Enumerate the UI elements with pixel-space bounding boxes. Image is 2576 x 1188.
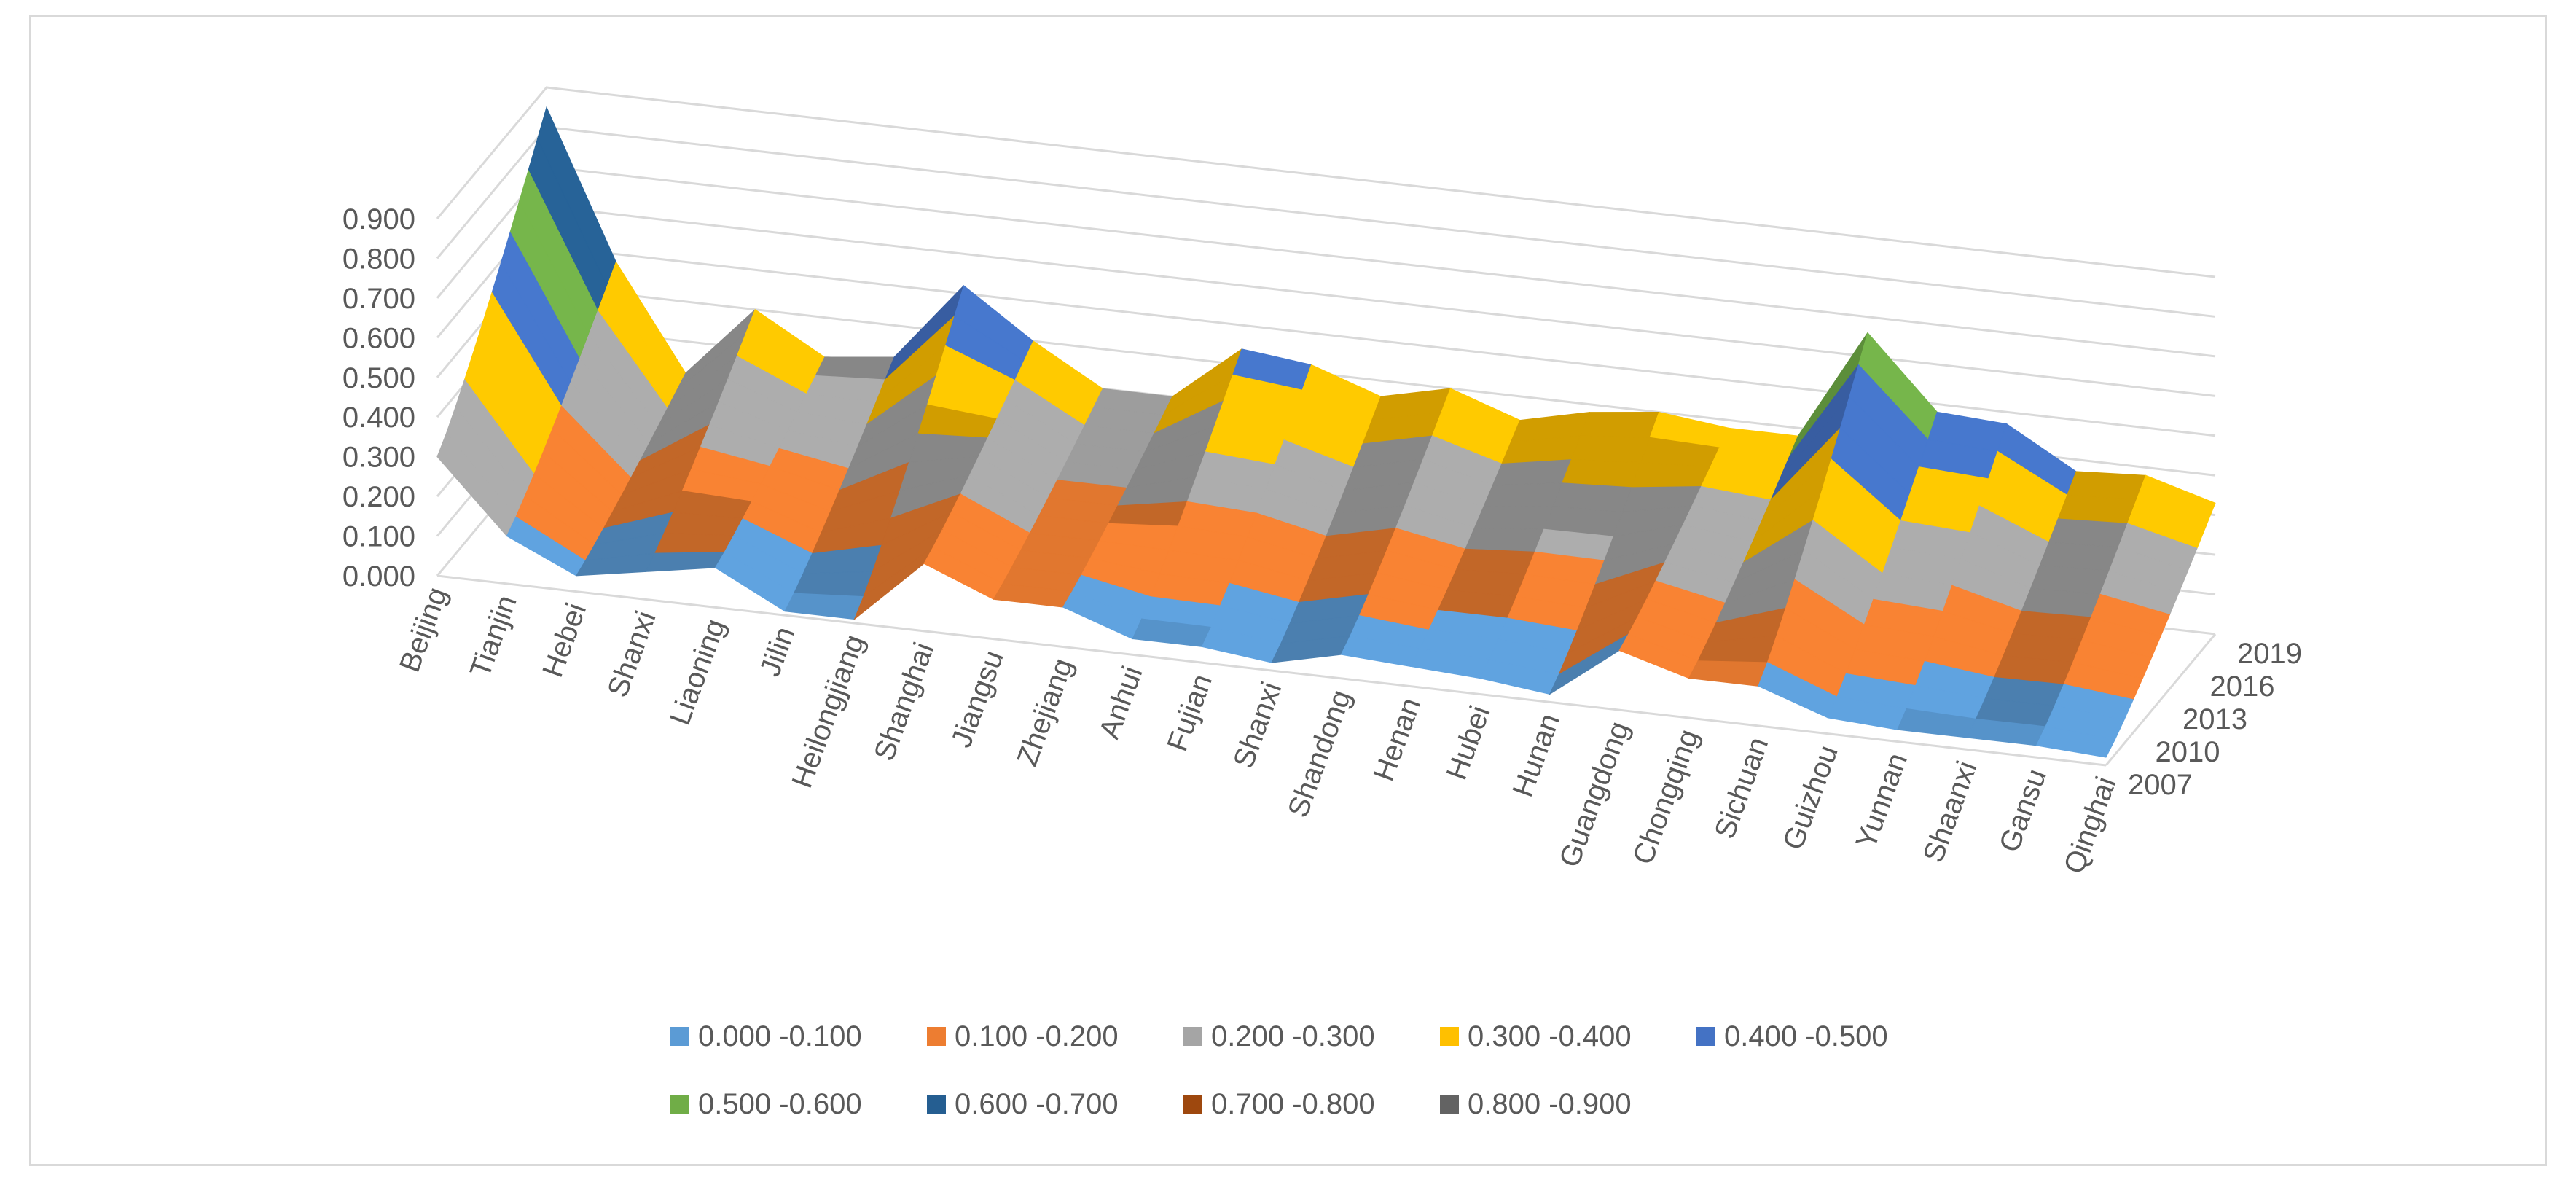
surface-cell: [645, 552, 726, 572]
surface-cell: [2066, 471, 2147, 500]
legend-swatch: [1440, 1027, 1459, 1046]
surface-cell: [1483, 482, 1563, 507]
x-tick-label: Jilin: [754, 622, 802, 681]
x-tick-label: Shaanxi: [1917, 757, 1984, 867]
x-tick-label: Sichuan: [1709, 733, 1775, 843]
z-tick-label: 0.700: [342, 283, 415, 315]
gridline: [436, 165, 2216, 358]
surface-cell: [1562, 459, 1642, 488]
x-tick-label: Heilongjiang: [786, 630, 871, 792]
y-tick-label: 2007: [2128, 769, 2193, 801]
z-axis-labels: 0.000 0.100 0.200 0.300 0.400 0.500 0.600 0.700…: [342, 203, 415, 593]
legend-label: 0.000 -0.100: [698, 1020, 862, 1052]
surface-cell: [1631, 462, 1711, 488]
x-tick-label: Jiangsu: [945, 646, 1010, 752]
surface-cell: [784, 593, 864, 620]
z-tick-label: 0.000: [342, 560, 415, 593]
x-tick-label: Zhejiang: [1011, 654, 1079, 770]
surface-cell: [1465, 527, 1545, 552]
legend-swatch: [927, 1027, 946, 1046]
legend-label: 0.100 -0.200: [955, 1020, 1119, 1052]
z-tick-label: 0.200: [342, 481, 415, 513]
x-tick-label: Liaoning: [664, 614, 732, 729]
legend-swatch: [670, 1095, 689, 1114]
x-tick-label: Tianjin: [464, 591, 523, 681]
surface-cell: [1473, 506, 1554, 530]
legend-swatch: [927, 1095, 946, 1114]
x-tick-label: Gansu: [1993, 765, 2053, 856]
x-tick-label: Hunan: [1506, 709, 1566, 801]
x-tick-label: Shanxi: [602, 607, 662, 702]
x-tick-label: Shanxi: [1227, 678, 1288, 773]
z-tick-label: 0.300: [342, 442, 415, 474]
surface-cell: [1688, 660, 1769, 687]
legend-label: 0.400 -0.500: [1724, 1020, 1888, 1052]
z-tick-label: 0.400: [342, 402, 415, 434]
z-tick-label: 0.100: [342, 521, 415, 553]
legend-swatch: [670, 1027, 689, 1046]
legend-swatch: [1183, 1027, 1202, 1046]
surface-cell: [1492, 459, 1572, 486]
y-tick-label: 2016: [2210, 671, 2275, 703]
x-tick-label: Yunnan: [1849, 749, 1914, 853]
y-tick-label: 2019: [2237, 638, 2302, 670]
x-tick-label: Beijing: [394, 583, 453, 676]
gridline: [436, 86, 2216, 278]
legend-label: 0.500 -0.600: [698, 1088, 862, 1120]
z-tick-label: 0.900: [342, 203, 415, 235]
legend: 0.000 -0.100 0.100 -0.200 0.200 -0.300 0.30…: [670, 1020, 1888, 1120]
x-tick-label: Fujian: [1161, 670, 1218, 755]
z-tick-label: 0.500: [342, 362, 415, 394]
surface-cell: [793, 571, 874, 598]
legend-swatch: [1183, 1095, 1202, 1114]
y-tick-label: 2013: [2182, 703, 2247, 735]
surface-cell: [1580, 412, 1660, 438]
surface-cell: [654, 532, 735, 554]
surface-plot: [436, 106, 2216, 758]
gridline: [436, 125, 2216, 318]
x-tick-label: Guangdong: [1554, 717, 1636, 872]
legend-label: 0.600 -0.700: [955, 1088, 1119, 1120]
y-tick-label: 2010: [2156, 736, 2220, 768]
x-tick-label: Guizhou: [1777, 741, 1844, 854]
x-tick-label: Anhui: [1093, 662, 1148, 743]
x-tick-label: Shanghai: [868, 638, 940, 765]
y-axis-line: [2105, 633, 2217, 766]
x-tick-label: Qinghai: [2058, 773, 2123, 878]
x-tick-label: Chongqing: [1626, 725, 1705, 869]
legend-label: 0.300 -0.400: [1468, 1020, 1632, 1052]
legend-swatch: [1440, 1095, 1459, 1114]
legend-label: 0.700 -0.800: [1211, 1088, 1375, 1120]
x-tick-label: Hubei: [1441, 702, 1497, 784]
z-tick-label: 0.600: [342, 322, 415, 354]
x-axis-line: [436, 574, 2107, 767]
x-tick-label: Hebei: [536, 599, 592, 681]
z-tick-label: 0.800: [342, 243, 415, 275]
legend-swatch: [1696, 1027, 1715, 1046]
x-tick-label: Henan: [1368, 694, 1428, 786]
surface-cell: [1570, 435, 1651, 464]
legend-label: 0.200 -0.300: [1211, 1020, 1375, 1052]
x-tick-label: Shandong: [1282, 686, 1358, 821]
surface-cell: [1108, 501, 1188, 527]
legend-label: 0.800 -0.900: [1468, 1088, 1632, 1120]
surface-cell: [2035, 726, 2116, 758]
